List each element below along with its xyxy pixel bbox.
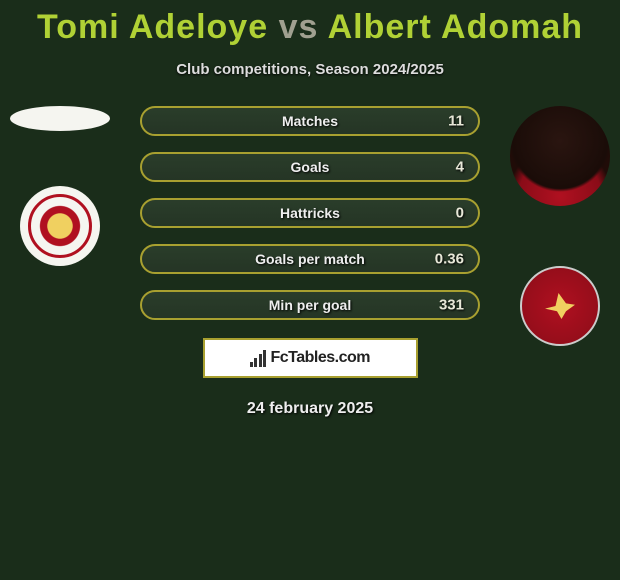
stat-bars: Matches 11 Goals 4 Hattricks 0 Goals per… [140,106,480,320]
brand-chart-icon [250,350,267,367]
stat-value: 0.36 [435,251,464,268]
comparison-title: Tomi Adeloye vs Albert Adomah [0,0,620,47]
stat-label: Hattricks [280,205,340,221]
stat-value: 0 [456,205,464,222]
stat-value: 331 [439,297,464,314]
stat-label: Matches [282,113,338,129]
season-subtitle: Club competitions, Season 2024/2025 [0,61,620,78]
vs-label: vs [279,8,319,46]
brand-footer: FcTables.com [203,338,418,378]
stat-label: Goals per match [255,251,365,267]
player1-name: Tomi Adeloye [37,8,268,46]
stat-label: Min per goal [269,297,351,313]
stat-bar-hattricks: Hattricks 0 [140,198,480,228]
stat-value: 4 [456,159,464,176]
stat-bar-matches: Matches 11 [140,106,480,136]
date-label: 24 february 2025 [0,400,620,418]
stats-section: Matches 11 Goals 4 Hattricks 0 Goals per… [0,106,620,320]
player2-club-badge [520,266,600,346]
stat-value: 11 [448,113,464,130]
player1-avatar [10,106,110,131]
player2-avatar [510,106,610,206]
stat-bar-goals: Goals 4 [140,152,480,182]
stat-label: Goals [291,159,330,175]
brand-text: FcTables.com [270,349,370,367]
player2-name: Albert Adomah [328,8,583,46]
stat-bar-min-per-goal: Min per goal 331 [140,290,480,320]
player1-club-badge [20,186,100,266]
stat-bar-goals-per-match: Goals per match 0.36 [140,244,480,274]
